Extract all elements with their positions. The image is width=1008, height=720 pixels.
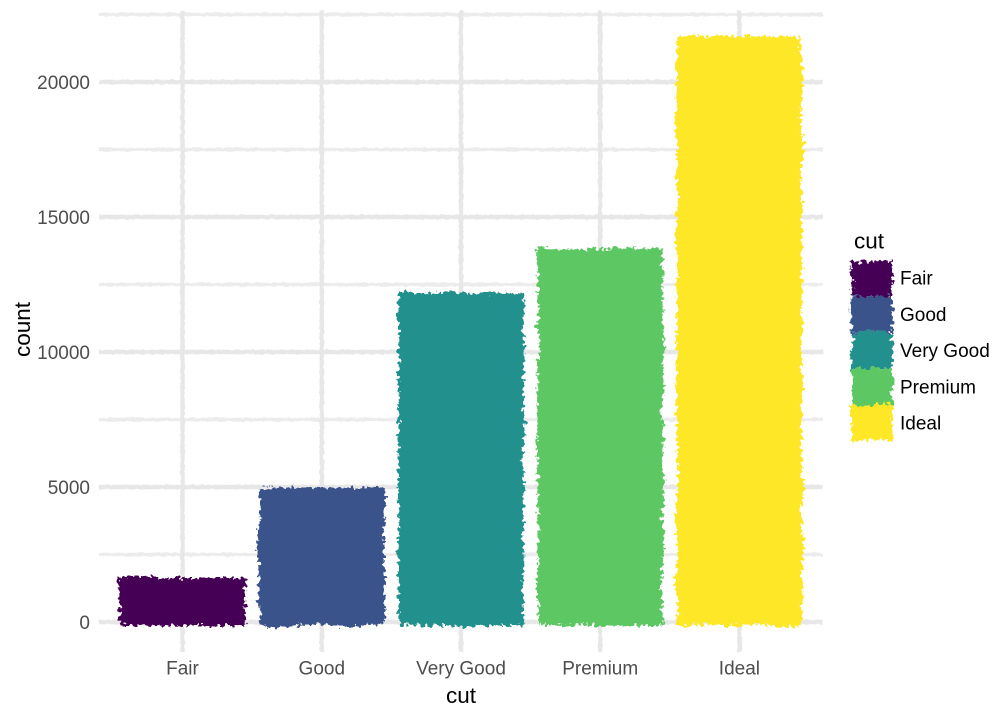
svg-text:Ideal: Ideal bbox=[719, 659, 760, 680]
svg-text:15000: 15000 bbox=[37, 208, 90, 229]
svg-text:cut: cut bbox=[854, 228, 885, 253]
svg-text:10000: 10000 bbox=[37, 343, 90, 364]
svg-text:Premium: Premium bbox=[562, 659, 638, 680]
svg-text:0: 0 bbox=[79, 613, 90, 634]
svg-text:Fair: Fair bbox=[166, 659, 199, 680]
svg-text:Very Good: Very Good bbox=[900, 341, 990, 362]
svg-text:Good: Good bbox=[900, 305, 946, 326]
svg-text:Fair: Fair bbox=[900, 269, 933, 290]
svg-text:Premium: Premium bbox=[900, 377, 976, 398]
svg-text:Good: Good bbox=[299, 659, 345, 680]
svg-text:Very Good: Very Good bbox=[416, 659, 506, 680]
svg-text:cut: cut bbox=[446, 683, 477, 708]
svg-text:Ideal: Ideal bbox=[900, 414, 941, 435]
svg-text:5000: 5000 bbox=[48, 478, 90, 499]
svg-text:count: count bbox=[10, 301, 35, 357]
svg-text:20000: 20000 bbox=[37, 73, 90, 94]
